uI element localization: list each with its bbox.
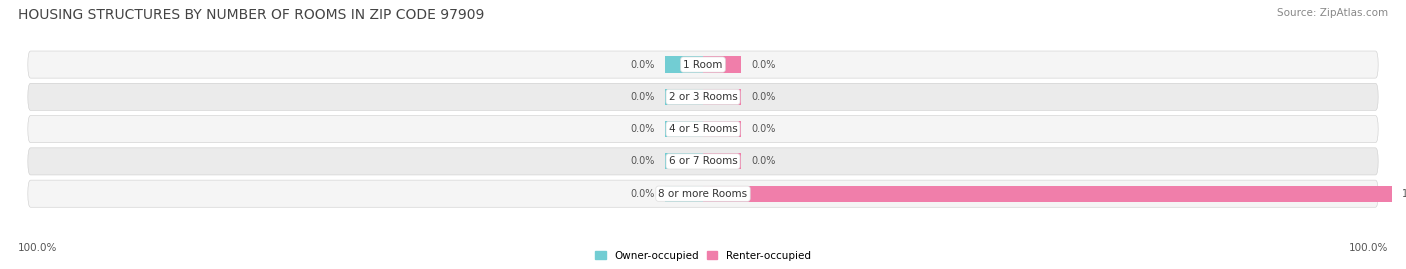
Text: 1 Room: 1 Room (683, 59, 723, 70)
Text: 0.0%: 0.0% (630, 124, 655, 134)
Bar (703, 153, 741, 169)
Text: 0.0%: 0.0% (751, 124, 776, 134)
Bar (665, 186, 703, 202)
FancyBboxPatch shape (28, 148, 1378, 175)
Text: 2 or 3 Rooms: 2 or 3 Rooms (669, 92, 737, 102)
Text: 0.0%: 0.0% (630, 156, 655, 167)
Text: HOUSING STRUCTURES BY NUMBER OF ROOMS IN ZIP CODE 97909: HOUSING STRUCTURES BY NUMBER OF ROOMS IN… (18, 8, 485, 22)
Text: 8 or more Rooms: 8 or more Rooms (658, 189, 748, 199)
Text: 0.0%: 0.0% (630, 59, 655, 70)
Legend: Owner-occupied, Renter-occupied: Owner-occupied, Renter-occupied (595, 251, 811, 261)
Text: 100.0%: 100.0% (1402, 189, 1406, 199)
Bar (703, 56, 741, 73)
FancyBboxPatch shape (28, 116, 1378, 143)
Bar (703, 186, 1392, 202)
Bar (665, 153, 703, 169)
Text: 0.0%: 0.0% (630, 92, 655, 102)
Text: 6 or 7 Rooms: 6 or 7 Rooms (669, 156, 737, 167)
Bar (703, 89, 741, 105)
Text: 100.0%: 100.0% (1348, 243, 1388, 253)
Text: 0.0%: 0.0% (751, 59, 776, 70)
FancyBboxPatch shape (28, 180, 1378, 207)
Text: 0.0%: 0.0% (630, 189, 655, 199)
Bar (703, 121, 741, 137)
Bar (665, 56, 703, 73)
Bar (665, 89, 703, 105)
Text: 0.0%: 0.0% (751, 92, 776, 102)
Bar (665, 121, 703, 137)
Text: Source: ZipAtlas.com: Source: ZipAtlas.com (1277, 8, 1388, 18)
Text: 100.0%: 100.0% (18, 243, 58, 253)
FancyBboxPatch shape (28, 51, 1378, 78)
Text: 0.0%: 0.0% (751, 156, 776, 167)
Text: 4 or 5 Rooms: 4 or 5 Rooms (669, 124, 737, 134)
FancyBboxPatch shape (28, 83, 1378, 110)
